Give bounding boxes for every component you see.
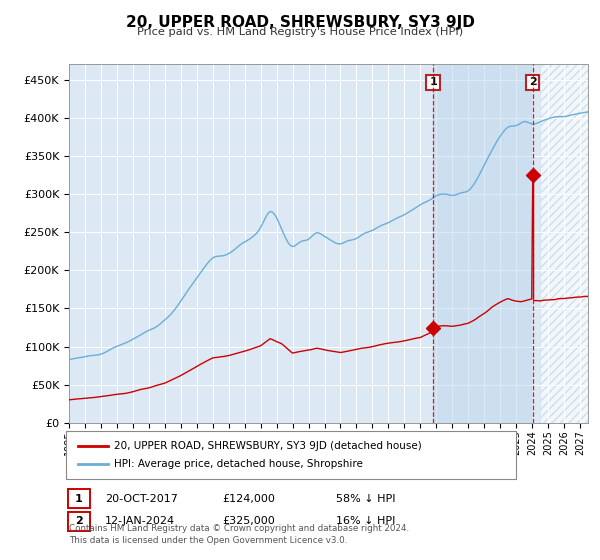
Text: 2: 2 bbox=[75, 516, 83, 526]
Text: 1: 1 bbox=[429, 77, 437, 87]
Text: Price paid vs. HM Land Registry's House Price Index (HPI): Price paid vs. HM Land Registry's House … bbox=[137, 27, 463, 37]
Text: HPI: Average price, detached house, Shropshire: HPI: Average price, detached house, Shro… bbox=[114, 459, 363, 469]
Text: 20, UPPER ROAD, SHREWSBURY, SY3 9JD: 20, UPPER ROAD, SHREWSBURY, SY3 9JD bbox=[125, 15, 475, 30]
Text: 20-OCT-2017: 20-OCT-2017 bbox=[105, 494, 178, 504]
Bar bbox=[433, 64, 533, 423]
Bar bbox=[540, 64, 588, 423]
Text: 1: 1 bbox=[75, 494, 83, 504]
Text: £325,000: £325,000 bbox=[222, 516, 275, 526]
Text: 58% ↓ HPI: 58% ↓ HPI bbox=[336, 494, 395, 504]
Text: 20, UPPER ROAD, SHREWSBURY, SY3 9JD (detached house): 20, UPPER ROAD, SHREWSBURY, SY3 9JD (det… bbox=[114, 441, 422, 451]
Text: 16% ↓ HPI: 16% ↓ HPI bbox=[336, 516, 395, 526]
Text: 12-JAN-2024: 12-JAN-2024 bbox=[105, 516, 175, 526]
Bar bbox=[540, 64, 588, 423]
Text: £124,000: £124,000 bbox=[222, 494, 275, 504]
Text: 2: 2 bbox=[529, 77, 536, 87]
Text: Contains HM Land Registry data © Crown copyright and database right 2024.
This d: Contains HM Land Registry data © Crown c… bbox=[69, 524, 409, 545]
